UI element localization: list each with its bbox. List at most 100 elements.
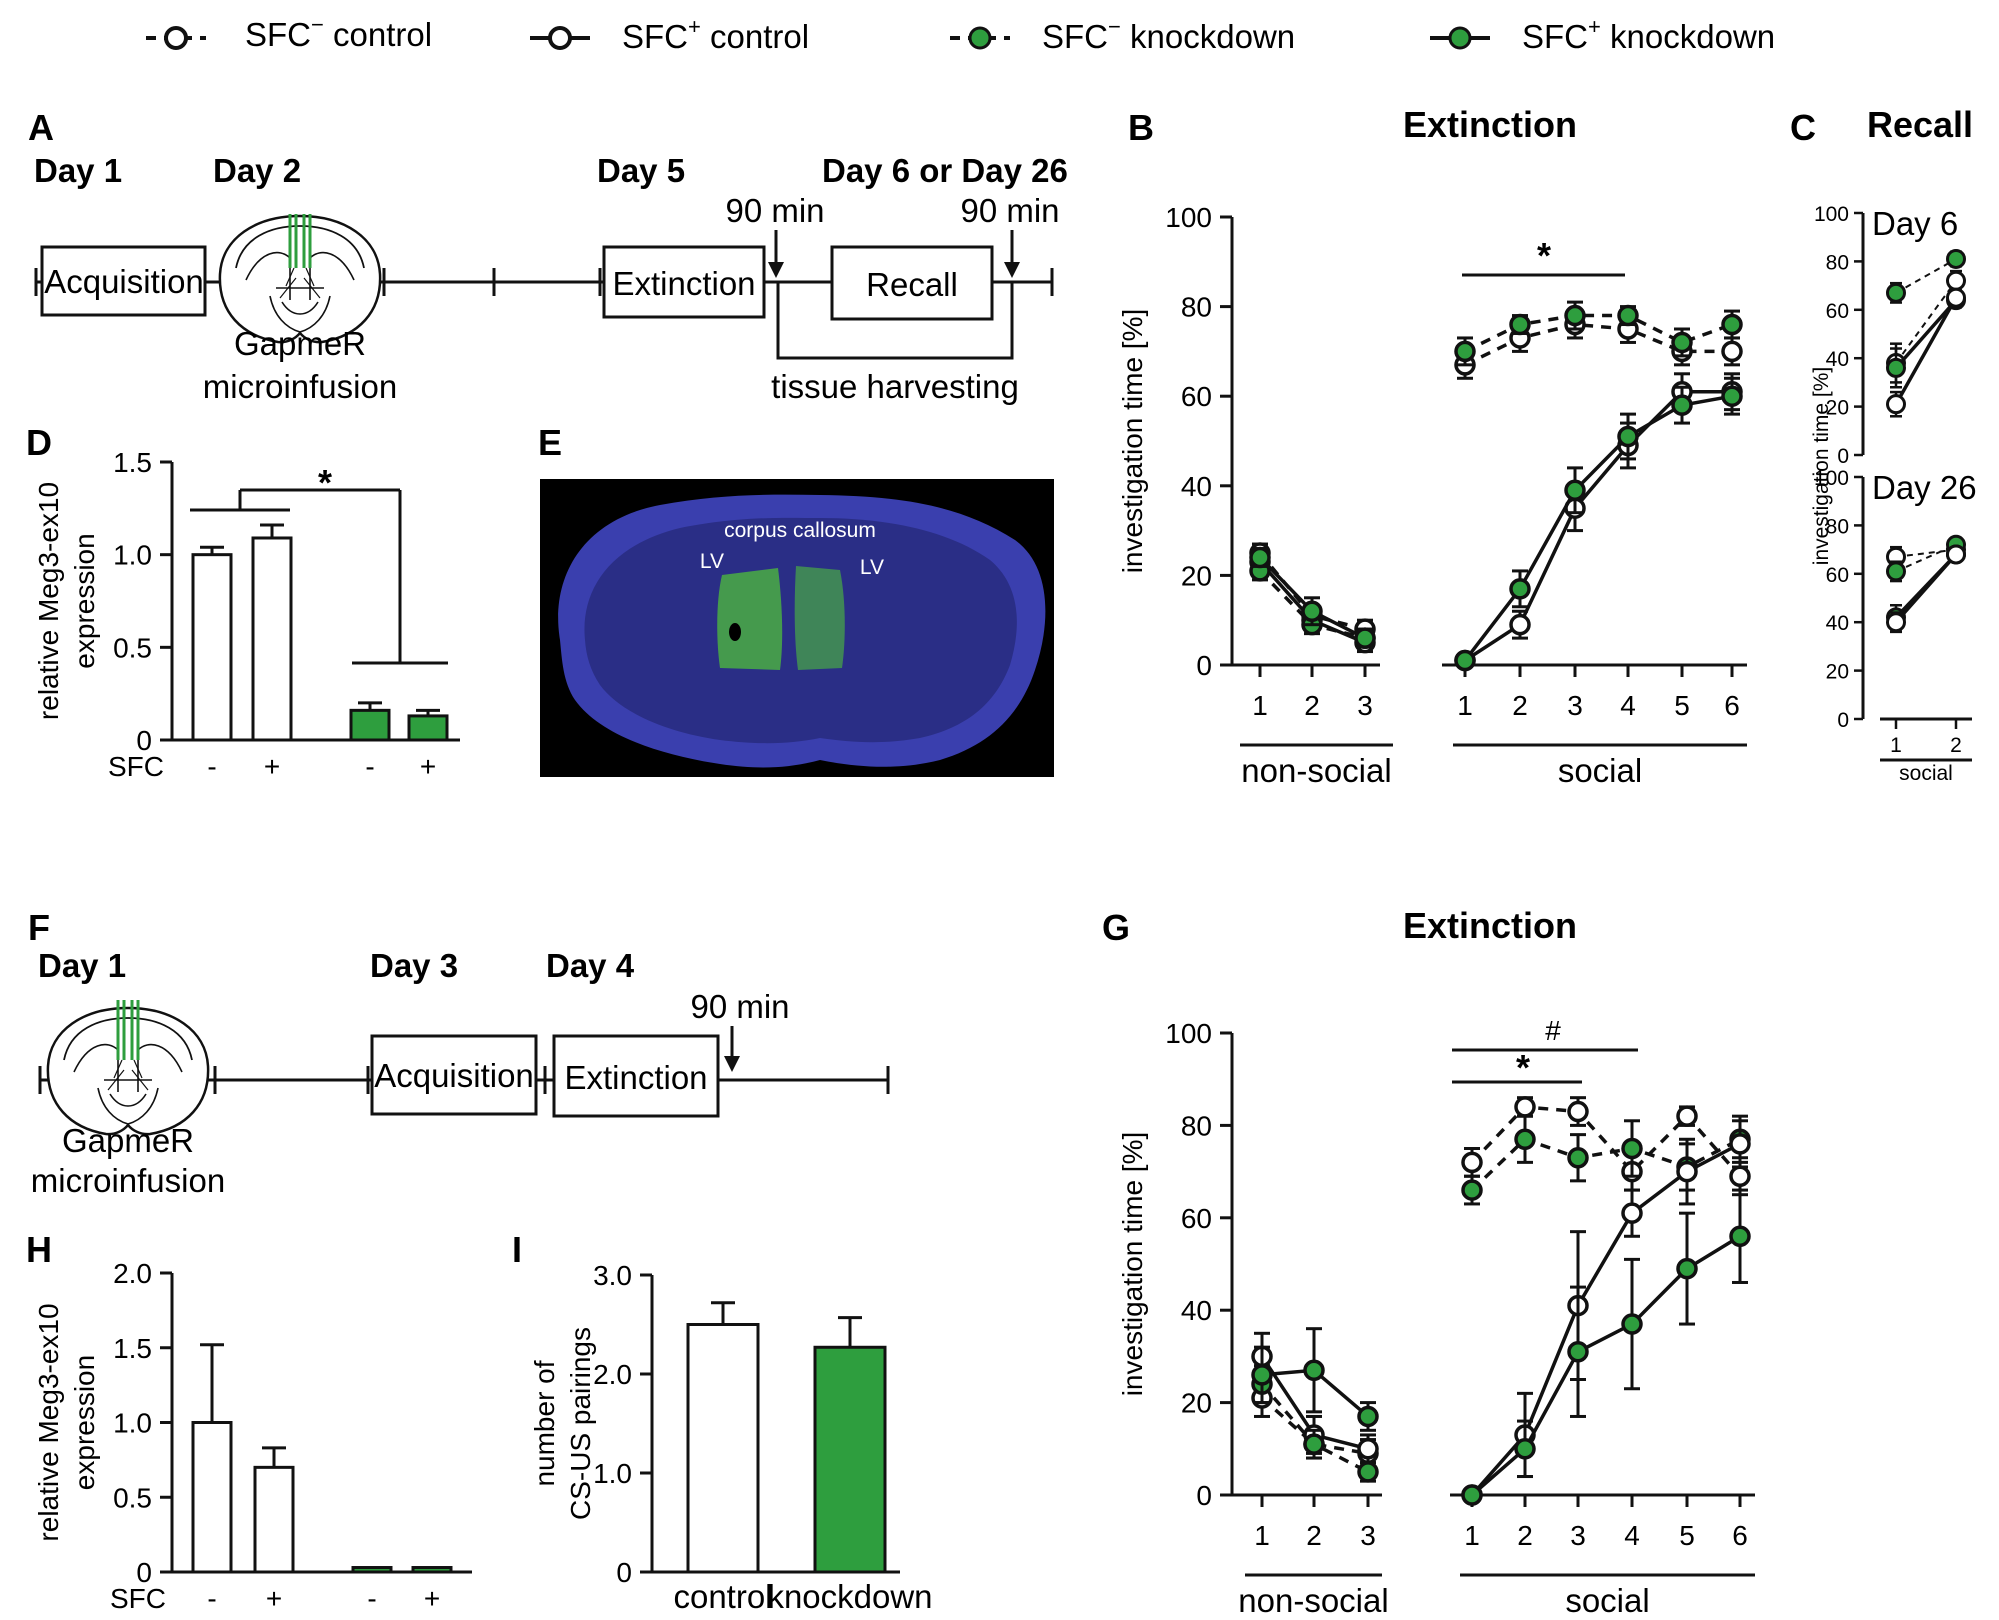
x-tick-label: 5 bbox=[1674, 690, 1690, 721]
gapmer-label: GapmeR bbox=[234, 325, 366, 362]
data-point bbox=[1671, 331, 1693, 354]
data-point bbox=[1676, 1257, 1698, 1280]
y-tick-label: 0 bbox=[136, 725, 152, 756]
legend: SFC− control SFC+ control SFC− knockdown… bbox=[146, 12, 1775, 55]
y-axis-label: expression bbox=[69, 533, 100, 668]
timeline-f-ticks bbox=[38, 1066, 890, 1094]
legend-item-sfc-neg-control: SFC− control bbox=[146, 12, 432, 53]
acquisition-box-f bbox=[370, 1034, 538, 1116]
cannula-icon-f bbox=[116, 1000, 140, 1060]
extinction-box-f bbox=[552, 1034, 720, 1118]
y-tick-label: 40 bbox=[1181, 471, 1212, 502]
y-tick-label: 0 bbox=[1837, 445, 1849, 468]
harvest-bracket bbox=[776, 282, 1014, 360]
data-point bbox=[1357, 1405, 1379, 1428]
bar bbox=[407, 714, 449, 742]
panel-letter-g: G bbox=[1102, 907, 1130, 948]
legend-sup: + bbox=[688, 14, 701, 39]
bar bbox=[411, 1566, 453, 1574]
legend-sup: − bbox=[1108, 14, 1121, 39]
data-point bbox=[1567, 1146, 1589, 1169]
data-point bbox=[1514, 1128, 1536, 1151]
bar bbox=[191, 553, 233, 742]
y-tick-label: 100 bbox=[1814, 467, 1849, 490]
y-tick-label: 100 bbox=[1165, 1018, 1212, 1049]
data-point bbox=[1251, 1364, 1273, 1386]
y-tick-label: 60 bbox=[1181, 381, 1212, 412]
data-point bbox=[1729, 1133, 1751, 1155]
panel-letter-b: B bbox=[1128, 107, 1154, 148]
data-point bbox=[1461, 1151, 1483, 1174]
legend-text: SFC bbox=[622, 18, 688, 55]
data-point bbox=[1946, 270, 1966, 291]
x-tick-label: 1 bbox=[1457, 690, 1473, 721]
legend-text: SFC bbox=[1522, 18, 1588, 55]
svg-text:SFC− knockdown: SFC− knockdown bbox=[1042, 14, 1295, 55]
x-tick-label: 4 bbox=[1624, 1520, 1640, 1551]
x-tick-label: 6 bbox=[1732, 1520, 1748, 1551]
x-tick-label: 2 bbox=[1306, 1520, 1322, 1551]
y-tick-label: 2.0 bbox=[113, 1258, 152, 1289]
y-tick-label: 20 bbox=[1181, 560, 1212, 591]
lv-left-label: LV bbox=[700, 550, 724, 573]
ninety-min-label-2: 90 min bbox=[960, 192, 1059, 229]
significance-hash: # bbox=[1545, 1015, 1561, 1046]
chart-b: B Extinction 0 20 40 60 80 100 investigation tim… bbox=[1117, 104, 1747, 789]
x-tick-label: 3 bbox=[1360, 1520, 1376, 1551]
data-point bbox=[1564, 479, 1586, 502]
data-point bbox=[1617, 304, 1639, 327]
lv-right-label: LV bbox=[860, 556, 884, 579]
tissue-harvesting-label: tissue harvesting bbox=[771, 368, 1019, 405]
data-point bbox=[1303, 1359, 1325, 1382]
bar bbox=[349, 708, 391, 742]
x-tick-label: 3 bbox=[1570, 1520, 1586, 1551]
panel-e-tissue: E corpus callosum LV LV bbox=[538, 422, 1054, 777]
brain-section-icon bbox=[218, 214, 382, 344]
acquisition-label-f: Acquisition bbox=[374, 1057, 534, 1094]
y-tick-label: 20 bbox=[1181, 1388, 1212, 1419]
legend-marker-open bbox=[548, 26, 572, 50]
acquisition-box bbox=[40, 245, 207, 317]
series-line bbox=[1894, 553, 1958, 624]
group-label: social bbox=[1558, 752, 1642, 789]
x-category-label: + bbox=[266, 1583, 282, 1614]
timing-arrows bbox=[768, 230, 1020, 278]
legend-text: SFC bbox=[245, 16, 311, 53]
bar bbox=[253, 1465, 295, 1574]
legend-text: SFC bbox=[1042, 18, 1108, 55]
legend-sup: + bbox=[1588, 14, 1601, 39]
y-axis-label: number of bbox=[529, 1360, 560, 1486]
y-tick-label: 60 bbox=[1826, 300, 1849, 323]
svg-text:SFC− control: SFC− control bbox=[245, 12, 432, 53]
extinction-label: Extinction bbox=[612, 265, 755, 302]
y-axis-label: relative Meg3-ex10 bbox=[33, 1303, 64, 1541]
ninety-min-label-1: 90 min bbox=[725, 192, 824, 229]
y-tick-label: 100 bbox=[1165, 202, 1212, 233]
chart-title: Extinction bbox=[1403, 905, 1577, 946]
x-tick-label: 1 bbox=[1890, 734, 1902, 757]
chart-title: Recall bbox=[1867, 104, 1973, 145]
series-line bbox=[1463, 394, 1733, 662]
panel-f-timeline: F Day 1 Day 3 Day 4 GapmeR microinfusion… bbox=[28, 907, 890, 1199]
data-point bbox=[1946, 544, 1966, 565]
x-tick-label: 2 bbox=[1950, 734, 1962, 757]
svg-text:SFC+ knockdown: SFC+ knockdown bbox=[1522, 14, 1775, 55]
brain-section-icon-f bbox=[46, 1006, 210, 1136]
x-category-label: - bbox=[365, 751, 374, 782]
data-point bbox=[1249, 546, 1271, 569]
data-point bbox=[1509, 313, 1531, 336]
bar bbox=[251, 536, 293, 742]
x-tick-label: 2 bbox=[1517, 1520, 1533, 1551]
timeline-day-1: Day 1 bbox=[34, 152, 122, 189]
y-tick-label: 60 bbox=[1181, 1203, 1212, 1234]
data-point bbox=[1621, 1313, 1643, 1335]
cannula-icon bbox=[288, 214, 312, 268]
y-tick-label: 3.0 bbox=[593, 1260, 632, 1291]
recall-box bbox=[830, 245, 994, 321]
data-point bbox=[1514, 1096, 1536, 1118]
y-tick-label: 20 bbox=[1826, 397, 1849, 420]
significance-star: * bbox=[318, 462, 332, 503]
panel-letter-d: D bbox=[26, 422, 52, 463]
x-tick-label: 2 bbox=[1512, 690, 1528, 721]
chart-g: G Extinction 0 20 40 60 80 100 investigation tim… bbox=[1102, 905, 1755, 1619]
